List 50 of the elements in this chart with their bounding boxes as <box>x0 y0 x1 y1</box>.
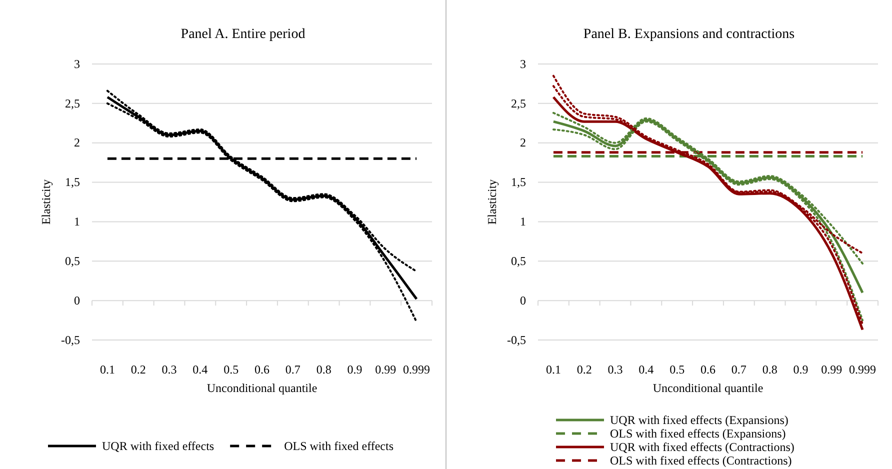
x-tick-label: 0.6 <box>700 362 716 377</box>
y-tick-label: 1 <box>520 214 526 229</box>
x-tick-label: 0.5 <box>670 362 685 377</box>
x-tick-label: 0.99 <box>375 362 396 377</box>
legend-label: UQR with fixed effects (Contractions) <box>610 440 794 454</box>
x-axis-title: Unconditional quantile <box>206 381 318 395</box>
legend-label: UQR with fixed effects (Expansions) <box>610 413 788 427</box>
y-tick-label: 3 <box>520 56 526 71</box>
legend-label: OLS with fixed effects (Contractions) <box>610 454 792 468</box>
x-tick-label: 0.9 <box>347 362 362 377</box>
x-tick-label: 0.4 <box>638 362 654 377</box>
legend-label: OLS with fixed effects <box>284 439 394 453</box>
y-axis-title: Elasticity <box>485 179 499 225</box>
y-tick-label: 3 <box>74 56 80 71</box>
x-axis-title: Unconditional quantile <box>652 381 764 395</box>
x-tick-label: 0.7 <box>731 362 746 377</box>
x-tick-label: 0.3 <box>608 362 623 377</box>
y-tick-label: 1 <box>74 214 80 229</box>
x-tick-label: 0.2 <box>130 362 146 377</box>
x-tick-label: 0.8 <box>762 362 778 377</box>
y-tick-label: 1,5 <box>511 175 526 190</box>
x-tick-label: 0.6 <box>254 362 270 377</box>
y-tick-label: -0,5 <box>61 332 80 347</box>
x-tick-label: 0.8 <box>316 362 332 377</box>
x-tick-label: 0.1 <box>100 362 115 377</box>
y-tick-label: 2,5 <box>511 96 526 110</box>
y-tick-label: 2 <box>520 136 526 150</box>
x-tick-label: 0.1 <box>546 362 561 377</box>
y-tick-label: 1,5 <box>65 175 80 190</box>
legend-label: UQR with fixed effects <box>102 439 214 453</box>
x-tick-label: 0.999 <box>849 362 876 377</box>
x-tick-label: 0.7 <box>285 362 300 377</box>
chart-title: Panel A. Entire period <box>180 27 306 42</box>
x-tick-label: 0.3 <box>162 362 177 377</box>
y-tick-label: 0,5 <box>511 254 526 268</box>
x-tick-label: 0.5 <box>224 362 239 377</box>
x-tick-label: 0.99 <box>821 362 842 377</box>
y-tick-label: -0,5 <box>507 332 526 347</box>
x-tick-label: 0.999 <box>403 362 430 377</box>
legend-label: OLS with fixed effects (Expansions) <box>610 426 786 440</box>
x-tick-label: 0.4 <box>192 362 208 377</box>
y-tick-label: 2 <box>74 136 80 150</box>
y-axis-title: Elasticity <box>39 179 53 225</box>
y-tick-label: 0 <box>74 293 80 308</box>
x-tick-label: 0.9 <box>793 362 808 377</box>
y-tick-label: 2,5 <box>65 96 80 110</box>
y-tick-label: 0,5 <box>65 254 80 268</box>
chart-title: Panel B. Expansions and contractions <box>583 27 795 42</box>
x-tick-label: 0.2 <box>576 362 592 377</box>
y-tick-label: 0 <box>520 293 526 308</box>
